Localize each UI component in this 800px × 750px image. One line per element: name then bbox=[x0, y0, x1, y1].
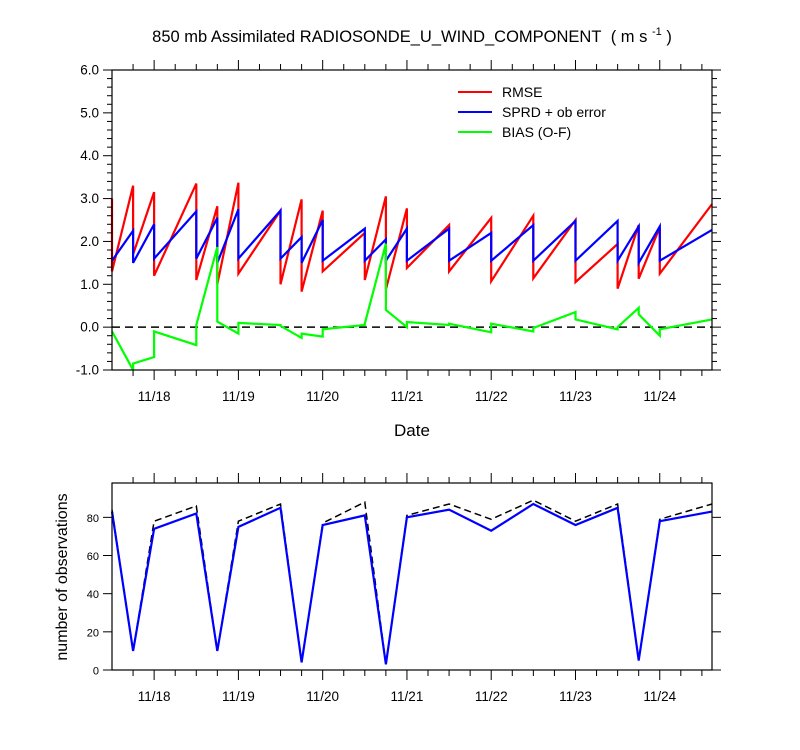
chart-title-units: ( m s bbox=[611, 28, 648, 46]
y-tick-label: 5.0 bbox=[80, 105, 99, 120]
x-tick-label: 11/19 bbox=[222, 689, 255, 704]
x-tick-label: 11/23 bbox=[559, 689, 592, 704]
y-tick-label: 40 bbox=[87, 589, 99, 601]
x-tick-label: 11/19 bbox=[222, 389, 255, 404]
y-tick-label: 0 bbox=[93, 666, 99, 678]
x-tick-label: 11/21 bbox=[391, 689, 424, 704]
y-tick-label: 2.0 bbox=[80, 234, 99, 249]
series-line-sprd-ob-error bbox=[111, 207, 713, 268]
y-tick-label: 0.0 bbox=[80, 320, 99, 335]
bottom-plot-area bbox=[110, 499, 713, 665]
legend-label-rmse: RMSE bbox=[502, 84, 542, 100]
bottom-panel-frame bbox=[111, 482, 713, 671]
legend: RMSE SPRD + ob error BIAS (O-F) bbox=[458, 84, 606, 140]
y-tick-label: 6.0 bbox=[80, 63, 99, 78]
series-line-obs-assimilated bbox=[110, 502, 713, 665]
top-panel-frame bbox=[111, 69, 713, 371]
x-tick-label: 11/18 bbox=[138, 689, 171, 704]
chart-title: 850 mb Assimilated RADIOSONDE_U_WIND_COM… bbox=[152, 21, 672, 46]
x-tick-label: 11/24 bbox=[643, 689, 676, 704]
x-tick-label: 11/18 bbox=[138, 389, 171, 404]
y-tick-label: -1.0 bbox=[76, 363, 99, 378]
top-panel: -1.0 0.0 1.0 2.0 3.0 4.0 5.0 6.0 11/18 11/19 11/2… bbox=[76, 60, 721, 440]
x-tick-label: 11/23 bbox=[559, 389, 592, 404]
legend-label-sprd: SPRD + ob error bbox=[502, 104, 606, 120]
x-tick-label: 11/24 bbox=[643, 389, 676, 404]
top-plot-area bbox=[110, 182, 713, 371]
y-tick-label: 4.0 bbox=[80, 148, 99, 163]
chart-title-units-exp: -1 bbox=[652, 26, 662, 38]
chart-title-main: 850 mb Assimilated RADIOSONDE_U_WIND_COM… bbox=[152, 28, 601, 46]
x-tick-label: 11/20 bbox=[306, 689, 339, 704]
bottom-panel: 0 20 40 60 80 11/18 11/19 11/20 11/21 11/22 11/23… bbox=[54, 473, 721, 704]
series-line-rmse bbox=[110, 182, 713, 292]
y-tick-label: 1.0 bbox=[80, 277, 99, 292]
y-tick-label: 3.0 bbox=[80, 191, 99, 206]
chart-title-units-close: ) bbox=[666, 28, 672, 46]
series-line-bias-o-f bbox=[111, 243, 713, 371]
legend-label-bias: BIAS (O-F) bbox=[502, 124, 571, 140]
bottom-y-axis: 0 20 40 60 80 bbox=[87, 513, 721, 678]
y-tick-label: 80 bbox=[87, 513, 99, 525]
x-tick-label: 11/21 bbox=[391, 389, 424, 404]
x-tick-label: 11/20 bbox=[306, 389, 339, 404]
top-x-axis-label: Date bbox=[394, 421, 430, 440]
y-tick-label: 60 bbox=[87, 551, 99, 563]
series-line-obs-possible bbox=[111, 499, 713, 665]
top-x-axis: 11/18 11/19 11/20 11/21 11/22 11/23 11/24 bbox=[132, 60, 703, 404]
bottom-y-axis-label: number of observations bbox=[54, 493, 71, 660]
top-y-axis: -1.0 0.0 1.0 2.0 3.0 4.0 5.0 6.0 bbox=[76, 63, 721, 378]
x-tick-label: 11/22 bbox=[475, 689, 508, 704]
y-tick-label: 20 bbox=[87, 627, 99, 639]
bottom-x-axis: 11/18 11/19 11/20 11/21 11/22 11/23 11/24 bbox=[132, 473, 703, 704]
x-tick-label: 11/22 bbox=[475, 389, 508, 404]
